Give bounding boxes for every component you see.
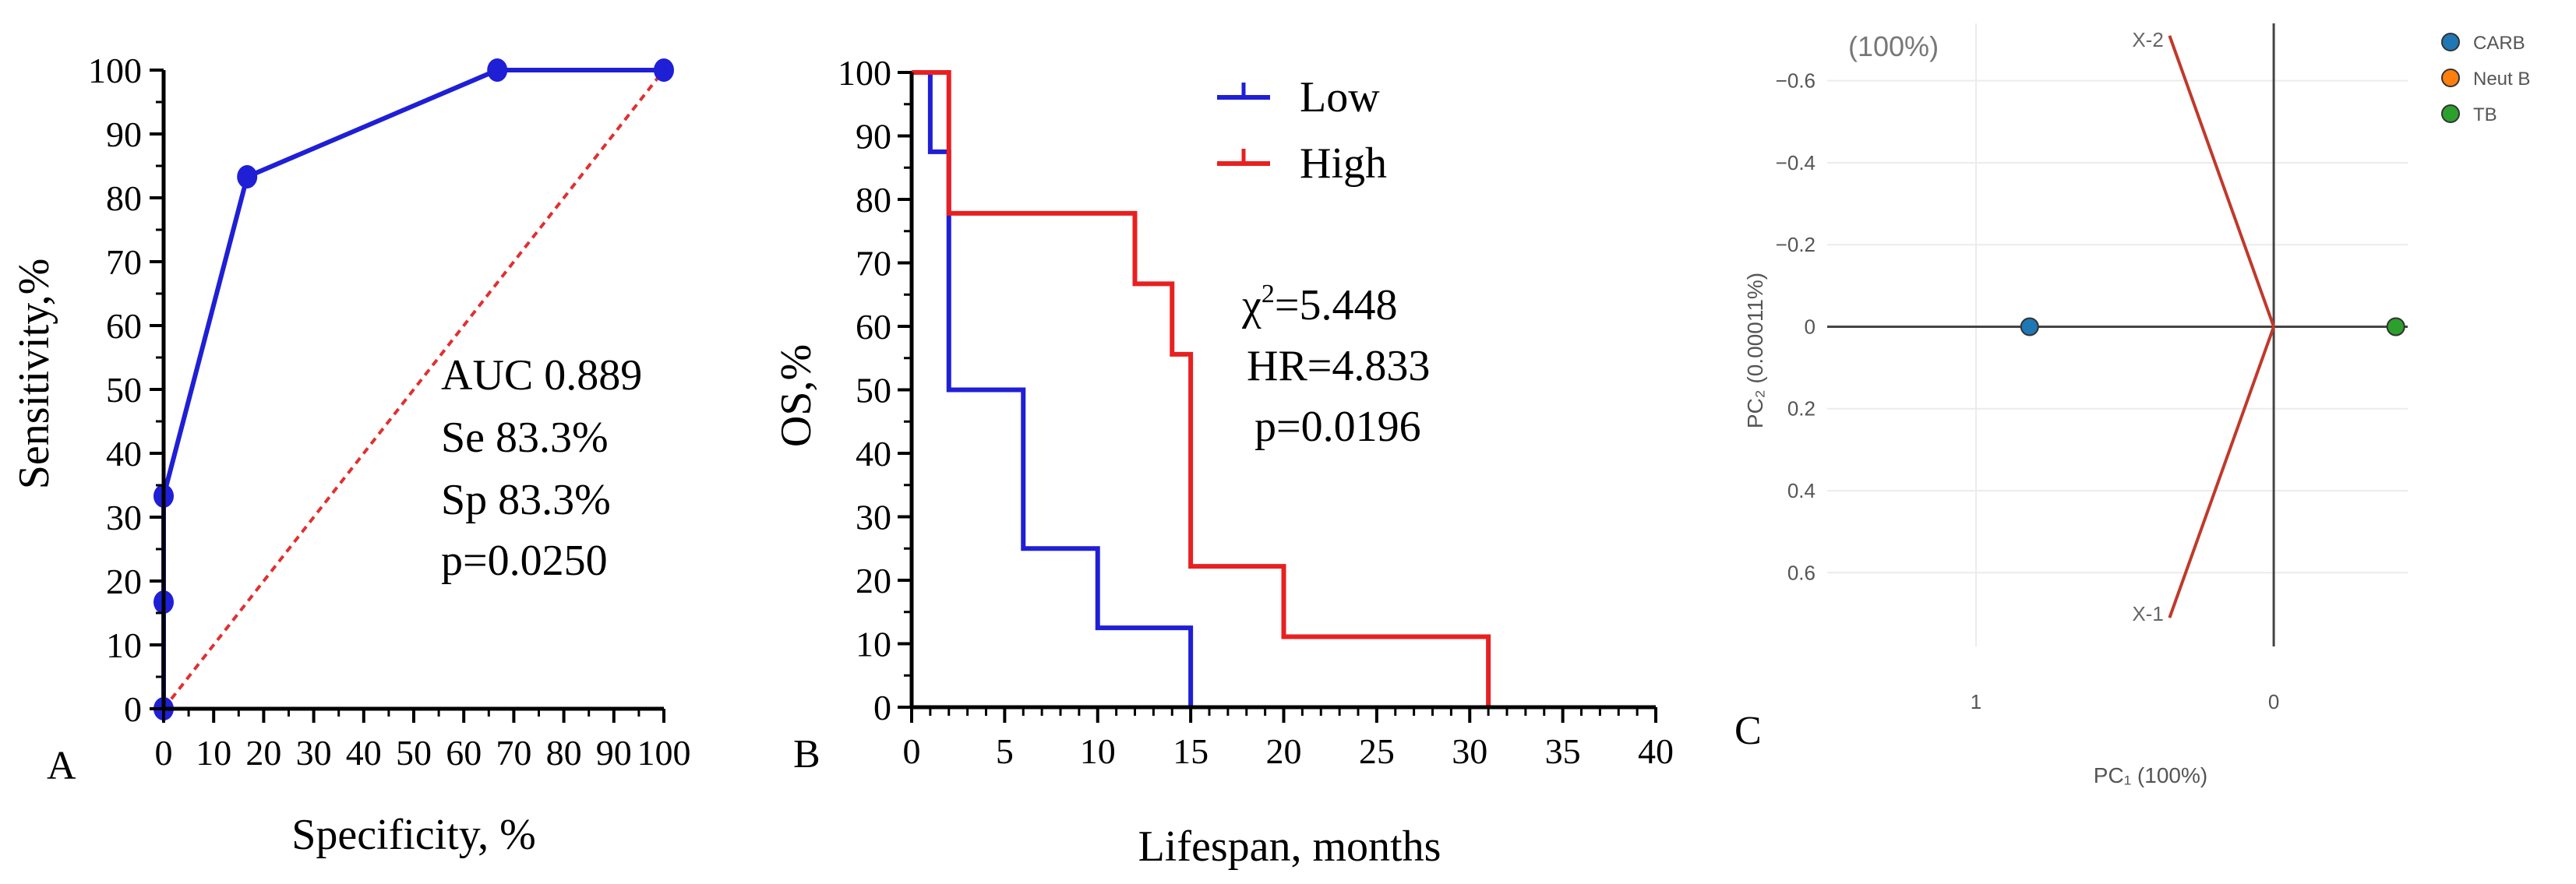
legend-tb-marker[interactable] <box>2441 104 2460 123</box>
legend-neut-b-marker[interactable] <box>2441 69 2460 87</box>
chi-value: =5.448 <box>1275 281 1398 329</box>
survival-y-tick-label: 40 <box>856 434 891 474</box>
panel-label-a: A <box>47 744 76 788</box>
pca-loading-vector <box>2168 35 2275 328</box>
roc-x-axis-label: Specificity, % <box>291 811 536 859</box>
survival-x-tick-label: 15 <box>1173 731 1209 771</box>
roc-p-annotation: p=0.0250 <box>441 537 608 585</box>
survival-x-tick-label: 25 <box>1359 731 1395 771</box>
survival-y-tick-label: 70 <box>856 244 891 284</box>
survival-y-tick-label: 10 <box>856 625 891 664</box>
legend-carb-label[interactable]: CARB <box>2473 33 2525 54</box>
pca-loading-vector <box>2168 326 2275 618</box>
survival-legend: Low High <box>1217 73 1387 188</box>
legend-tb-label[interactable]: TB <box>2473 104 2497 125</box>
pca-panel: −0.6 −0.4 −0.2 0 0.2 0.4 0.6 1 0 X-2 X-1 (100%) P… <box>1734 23 2530 787</box>
roc-y-tick-label: 100 <box>88 51 142 90</box>
chi-symbol: χ <box>1241 281 1262 329</box>
roc-y-tick-label: 60 <box>106 306 142 346</box>
survival-x-tick-label: 40 <box>1638 731 1674 771</box>
roc-point <box>237 164 258 188</box>
roc-y-tick-label: 30 <box>106 498 142 537</box>
survival-y-tick-label: 100 <box>838 53 891 93</box>
panel-label-b: B <box>793 732 820 777</box>
roc-y-tick-label: 90 <box>106 114 142 154</box>
roc-point <box>654 58 674 82</box>
roc-point <box>487 58 508 82</box>
survival-x-tick-label: 0 <box>903 731 921 771</box>
roc-auc-annotation: AUC 0.889 <box>441 351 642 400</box>
roc-x-tick-label: 90 <box>596 733 632 773</box>
survival-x-tick-label: 35 <box>1545 731 1581 771</box>
roc-sp-annotation: Sp 83.3% <box>441 476 611 524</box>
roc-x-tick-label: 20 <box>245 733 281 773</box>
roc-se-annotation: Se 83.3% <box>441 414 609 462</box>
survival-curve-high <box>912 70 1491 707</box>
roc-x-tick-label: 70 <box>496 733 531 773</box>
survival-x-tick-label: 10 <box>1080 731 1116 771</box>
survival-y-tick-label: 90 <box>856 117 891 157</box>
survival-y-tick-label: 50 <box>856 371 891 410</box>
pca-y-tick-label: 0 <box>1805 315 1816 338</box>
survival-y-tick-label: 60 <box>856 307 891 347</box>
pca-point-tb[interactable] <box>2386 317 2405 336</box>
roc-y-tick-label: 40 <box>106 434 142 474</box>
survival-x-axis-label: Lifespan, months <box>1138 822 1442 871</box>
roc-x-tick-label: 0 <box>155 733 173 773</box>
survival-curve-low <box>912 70 1194 707</box>
roc-x-tick-label: 80 <box>546 733 582 773</box>
legend-neut-b-label[interactable]: Neut B <box>2473 69 2530 90</box>
pca-x-tick-label: 1 <box>1971 690 1981 713</box>
roc-y-tick-label: 70 <box>106 242 142 282</box>
survival-y-axis-label: OS,% <box>772 344 820 447</box>
survival-hazard-ratio: HR=4.833 <box>1247 342 1430 390</box>
survival-y-tick-label: 80 <box>856 180 891 220</box>
roc-x-tick-label: 30 <box>296 733 332 773</box>
legend-low-label: Low <box>1300 73 1380 122</box>
survival-x-tick-label: 30 <box>1452 731 1487 771</box>
pca-y-tick-label: 0.6 <box>1787 561 1816 584</box>
chi-superscript: 2 <box>1262 280 1275 308</box>
pca-legend[interactable]: CARB Neut B TB <box>2441 33 2530 125</box>
roc-y-tick-label: 10 <box>106 625 142 665</box>
pca-loading-label: X-2 <box>2132 28 2163 51</box>
pca-y-tick-label: −0.4 <box>1776 151 1816 174</box>
survival-y-tick-label: 30 <box>856 498 891 537</box>
legend-high-label: High <box>1300 139 1387 188</box>
roc-reference-line <box>162 69 665 710</box>
roc-x-tick-label: 50 <box>396 733 432 773</box>
roc-y-tick-label: 0 <box>124 689 142 729</box>
roc-x-tick-label: 10 <box>196 733 231 773</box>
survival-x-tick-label: 20 <box>1266 731 1302 771</box>
roc-y-tick-label: 80 <box>106 178 142 218</box>
roc-y-tick-label: 50 <box>106 370 142 410</box>
pca-y-axis-label: PC₂ (0.00011%) <box>1743 273 1767 428</box>
survival-y-tick-label: 0 <box>873 688 891 727</box>
pca-y-tick-label: 0.2 <box>1787 397 1816 421</box>
roc-x-tick-label: 100 <box>637 733 691 773</box>
pca-y-tick-label: 0.4 <box>1787 479 1816 502</box>
roc-x-tick-label: 40 <box>346 733 382 773</box>
survival-chi-square: χ2=5.448 <box>1241 280 1397 329</box>
survival-y-tick-label: 20 <box>856 561 891 600</box>
legend-carb-marker[interactable] <box>2441 33 2460 51</box>
panel-label-c: C <box>1734 709 1762 753</box>
pca-loading-label: X-1 <box>2132 602 2163 625</box>
roc-y-axis-label: Sensitivity,% <box>10 259 58 490</box>
survival-x-tick-label: 5 <box>996 731 1014 771</box>
pca-y-tick-label: −0.6 <box>1776 69 1816 93</box>
survival-panel: 0 10 20 30 40 50 60 70 80 90 100 0 5 10 15 20 25 30 35 40 O… <box>772 53 1674 871</box>
pca-x-tick-label: 0 <box>2268 690 2279 713</box>
pca-point-carb[interactable] <box>2020 317 2039 336</box>
survival-p-value: p=0.0196 <box>1254 403 1421 451</box>
pca-y-tick-label: −0.2 <box>1776 233 1816 256</box>
pca-variance-fragment: (100%) <box>1848 30 1939 62</box>
roc-y-tick-label: 20 <box>106 562 142 601</box>
pca-x-axis-label: PC₁ (100%) <box>2094 763 2207 787</box>
roc-x-tick-label: 60 <box>446 733 482 773</box>
